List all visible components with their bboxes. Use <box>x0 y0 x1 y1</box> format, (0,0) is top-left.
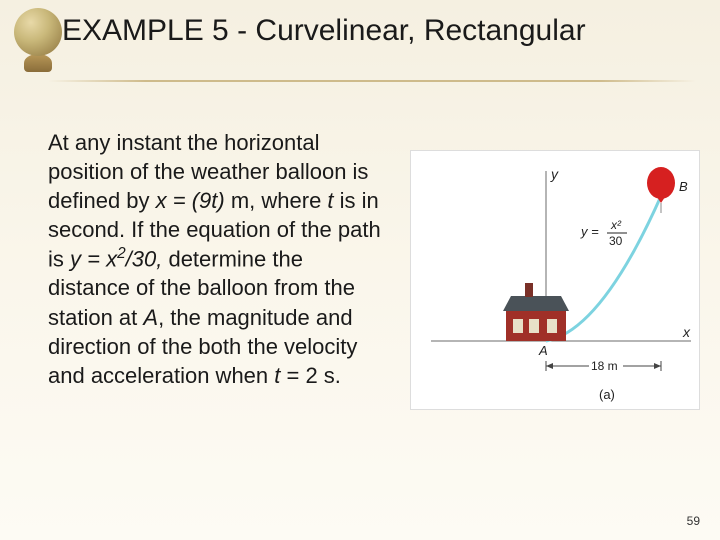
globe-decoration <box>8 8 68 83</box>
svg-text:30: 30 <box>609 234 623 248</box>
station-house <box>503 283 569 341</box>
balloon-label: B <box>679 179 688 194</box>
title-divider <box>48 80 696 82</box>
y-axis-label: y <box>550 166 559 182</box>
eq-part: = (9t) <box>167 188 231 213</box>
var-x: x <box>156 188 167 213</box>
problem-text: At any instant the horizontal position o… <box>48 128 388 390</box>
station-label: A <box>538 343 548 358</box>
var-A: A <box>143 305 158 330</box>
svg-text:y =: y = <box>580 224 599 239</box>
slide-title: EXAMPLE 5 - Curvelinear, Rectangular <box>62 14 586 48</box>
dimension-18m: 18 m <box>546 358 661 373</box>
path-equation: y = x² 30 <box>580 218 627 248</box>
balloon-icon <box>647 167 675 213</box>
page-number: 59 <box>687 514 700 528</box>
eq-final: = 2 s. <box>280 363 341 388</box>
svg-text:x²: x² <box>610 218 622 232</box>
text-part: m, where <box>231 188 328 213</box>
figure-caption: (a) <box>599 387 615 402</box>
diagram-svg: y x A B y = x² 30 <box>411 151 701 411</box>
sup-2: 2 <box>117 245 126 262</box>
eq-y: y = x <box>70 246 117 271</box>
eq-rest: /30, <box>126 246 169 271</box>
figure-diagram: y x A B y = x² 30 <box>410 150 700 410</box>
svg-text:18 m: 18 m <box>591 359 618 373</box>
x-axis-label: x <box>682 324 691 340</box>
